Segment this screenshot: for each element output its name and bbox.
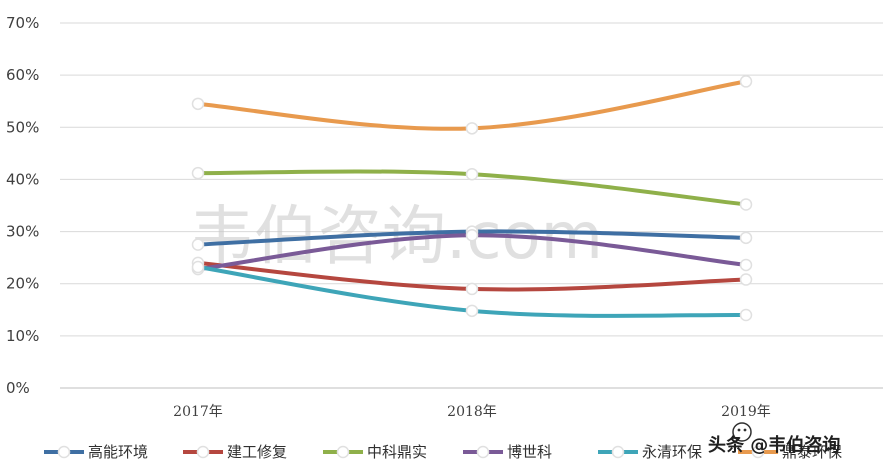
y-tick-label: 0% xyxy=(6,379,30,397)
data-point xyxy=(191,238,205,251)
legend-marker xyxy=(476,445,490,459)
data-point xyxy=(739,258,753,272)
legend-label: 博世科 xyxy=(507,443,552,461)
data-point xyxy=(739,198,753,211)
legend-label: 建工修复 xyxy=(227,443,287,461)
legend: 高能环境 建工修复 中科鼎实 博世科 永清环保 鼎泰环保 xyxy=(44,443,842,461)
data-point xyxy=(739,308,753,322)
series-line xyxy=(196,79,748,131)
y-tick-label: 20% xyxy=(6,275,39,293)
legend-item: 永清环保 xyxy=(598,443,702,461)
legend-label: 高能环境 xyxy=(88,443,148,461)
y-axis-ticks: 0% 10% 20% 30% 40% 50% 60% 70% xyxy=(6,14,39,397)
legend-marker xyxy=(57,445,71,459)
legend-item: 建工修复 xyxy=(183,443,287,461)
y-tick-label: 70% xyxy=(6,14,39,32)
brand-text: 头条 @韦伯咨询 xyxy=(708,434,840,456)
x-axis-ticks: 2017年 2018年 2019年 xyxy=(173,404,771,420)
legend-item: 博世科 xyxy=(463,443,552,461)
y-tick-label: 60% xyxy=(6,66,39,84)
legend-marker xyxy=(611,445,625,459)
y-tick-label: 40% xyxy=(6,170,39,188)
data-point xyxy=(465,228,479,242)
data-point xyxy=(191,260,205,274)
y-tick-label: 10% xyxy=(6,327,39,345)
legend-label: 中科鼎实 xyxy=(367,443,427,461)
y-tick-label: 30% xyxy=(6,223,39,241)
x-tick-label: 2017年 xyxy=(173,404,223,420)
data-point xyxy=(739,231,753,245)
legend-item: 高能环境 xyxy=(44,443,148,461)
brand-badge: 头条 @韦伯咨询 xyxy=(708,422,840,456)
legend-marker xyxy=(196,445,210,459)
data-point xyxy=(465,167,479,181)
x-tick-label: 2019年 xyxy=(721,404,771,420)
data-point xyxy=(739,273,753,286)
legend-marker xyxy=(336,445,350,459)
x-tick-label: 2018年 xyxy=(447,404,497,420)
data-point xyxy=(465,304,479,318)
legend-label: 鼎泰环保 xyxy=(782,443,842,461)
y-tick-label: 50% xyxy=(6,118,39,136)
legend-label: 永清环保 xyxy=(642,443,702,461)
data-point xyxy=(465,122,479,135)
wechat-bubble-icon xyxy=(732,422,752,442)
data-point xyxy=(739,75,753,88)
series-lines xyxy=(191,75,753,322)
data-point xyxy=(191,97,205,111)
data-point xyxy=(191,166,205,180)
legend-item: 中科鼎实 xyxy=(323,443,427,461)
data-point xyxy=(465,282,479,296)
legend-item: 鼎泰环保 xyxy=(738,443,842,461)
legend-marker xyxy=(751,445,765,459)
